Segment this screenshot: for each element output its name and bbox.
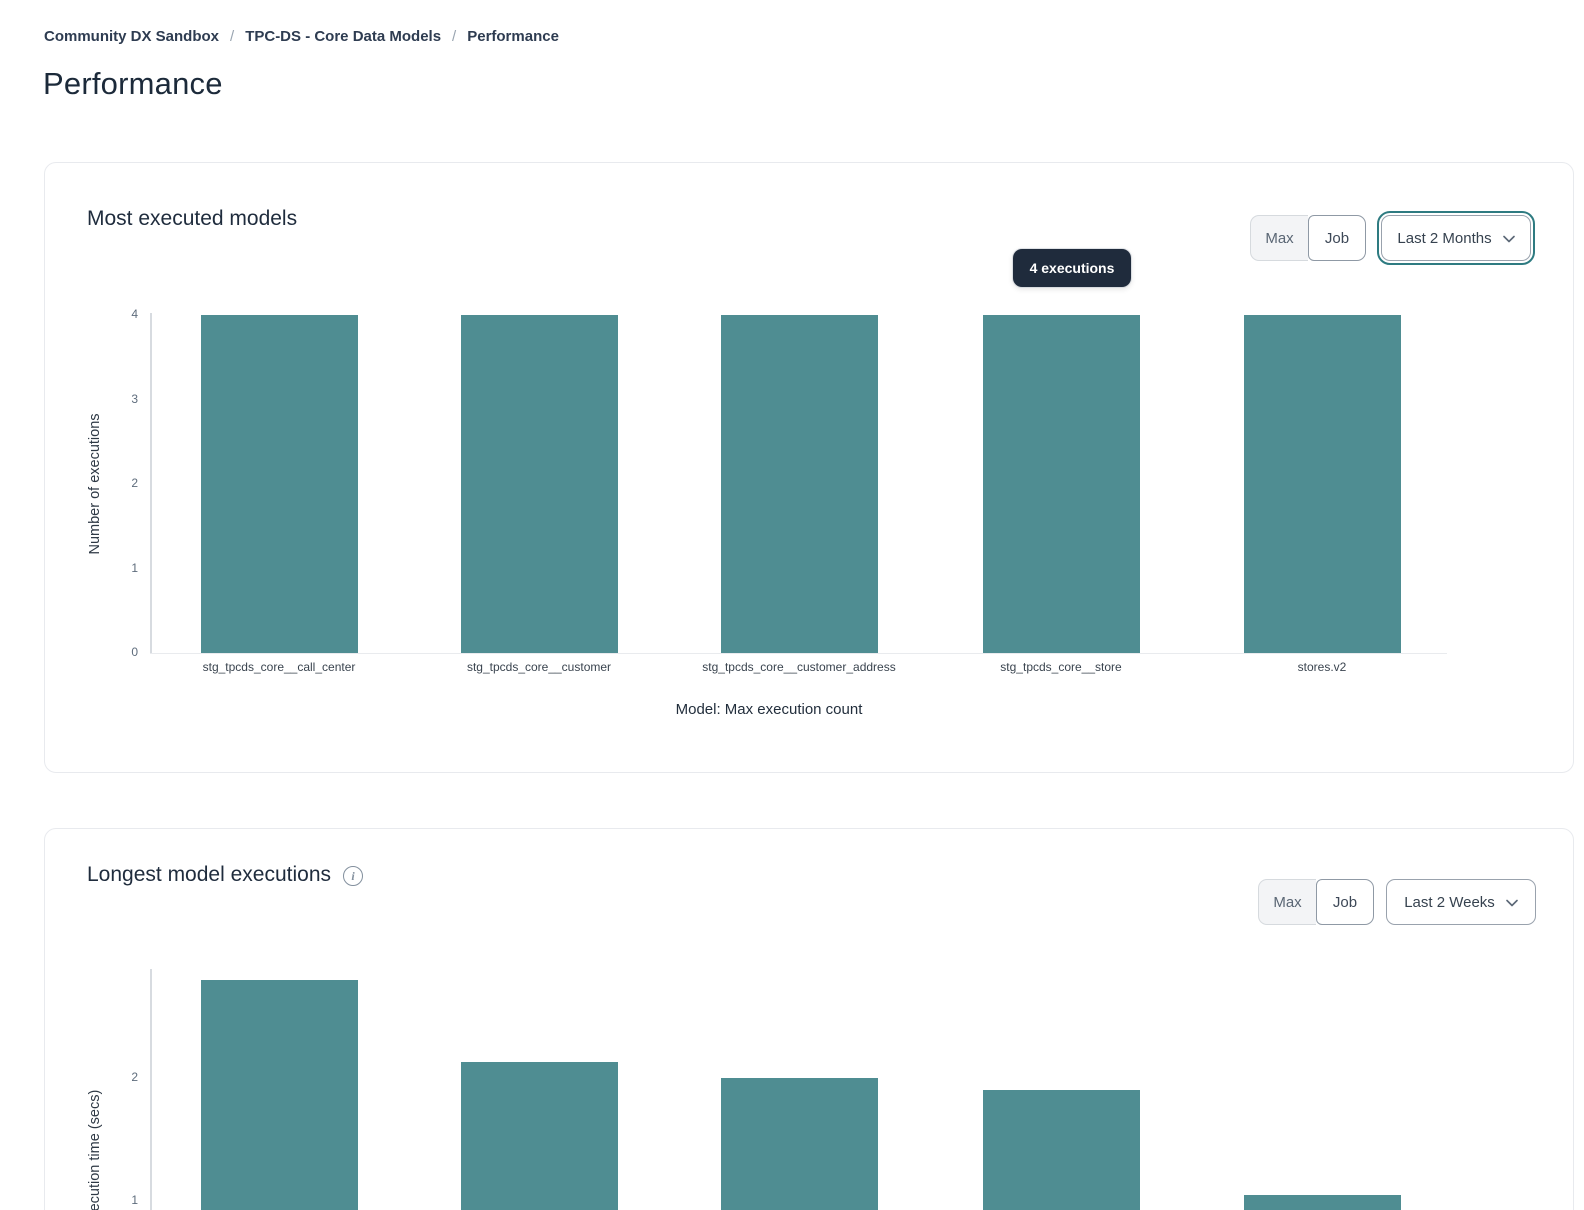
y-tick-label: 3 <box>131 391 138 406</box>
x-category-label: stg_tpcds_core__customer <box>466 660 612 674</box>
chart-bar[interactable] <box>200 315 358 653</box>
info-icon[interactable]: i <box>343 866 363 886</box>
chart-bar[interactable] <box>720 315 878 653</box>
x-category-label: stg_tpcds_core__store <box>1000 660 1122 674</box>
y-tick-label: 1 <box>131 560 138 575</box>
y-tick-label: 2 <box>131 476 138 490</box>
x-category-label: stg_tpcds_core__call_center <box>202 660 356 674</box>
chart-bar[interactable] <box>200 979 358 1210</box>
chevron-down-icon <box>1502 235 1515 243</box>
y-axis-title: Number of executions <box>87 413 103 555</box>
chart-bar[interactable] <box>460 1062 618 1210</box>
y-axis-line <box>150 313 152 653</box>
breadcrumb-item-community-dx-sandbox[interactable]: Community DX Sandbox <box>44 28 220 45</box>
max-job-toggle: Max Job <box>1258 879 1374 925</box>
breadcrumb-item-performance-current: Performance <box>467 28 559 45</box>
page-title: Performance <box>43 66 223 101</box>
breadcrumb-separator: / <box>230 28 235 45</box>
toggle-job-button[interactable]: Job <box>1308 215 1366 261</box>
chevron-down-icon <box>1505 899 1518 907</box>
toggle-max-button[interactable]: Max <box>1258 879 1316 925</box>
y-tick-label: 0 <box>131 645 138 659</box>
chart-bar[interactable] <box>982 1090 1140 1210</box>
toggle-job-button[interactable]: Job <box>1316 879 1374 925</box>
y-tick-label: 2 <box>131 1070 138 1084</box>
card-title-most-executed-models: Most executed models <box>87 207 297 231</box>
card-title-text: Longest model executions <box>87 863 331 886</box>
max-job-toggle: Max Job <box>1250 215 1366 261</box>
card-title-text: Most executed models <box>87 207 298 230</box>
y-tick-label: 4 <box>131 307 138 321</box>
toggle-max-button[interactable]: Max <box>1250 215 1308 261</box>
chart-bar[interactable] <box>720 1078 878 1210</box>
timeframe-dropdown-value: Last 2 Weeks <box>1404 893 1495 911</box>
x-category-label: stores.v2 <box>1297 660 1347 674</box>
timeframe-dropdown-value: Last 2 Months <box>1397 229 1492 247</box>
breadcrumb: Community DX Sandbox / TPC-DS - Core Dat… <box>44 28 559 45</box>
breadcrumb-separator: / <box>452 28 457 45</box>
y-axis-line <box>150 969 152 1210</box>
chart-bar[interactable] <box>460 315 618 653</box>
card-title-longest-model-executions: Longest model executions i <box>87 863 363 887</box>
card-most-executed-models: Most executed models Max Job Last 2 Mont… <box>44 162 1574 773</box>
breadcrumb-item-tpcds-core-data-models[interactable]: TPC-DS - Core Data Models <box>245 28 442 45</box>
y-axis-title: Execution time (secs) <box>87 1089 103 1210</box>
chart-bar[interactable] <box>1243 1194 1401 1210</box>
chart-bar[interactable] <box>1243 315 1401 653</box>
y-tick-label: 1 <box>131 1193 138 1207</box>
timeframe-dropdown[interactable]: Last 2 Weeks <box>1386 879 1536 925</box>
x-axis-title: Model: Max execution count <box>675 701 863 718</box>
chart-bar[interactable] <box>982 315 1140 653</box>
x-axis-baseline <box>150 653 1447 654</box>
timeframe-dropdown[interactable]: Last 2 Months <box>1377 211 1535 265</box>
chart-hover-tooltip: 4 executions <box>1013 249 1131 287</box>
x-category-label: stg_tpcds_core__customer_address <box>702 660 896 674</box>
card-longest-model-executions: Longest model executions i Max Job Last … <box>44 828 1574 1210</box>
